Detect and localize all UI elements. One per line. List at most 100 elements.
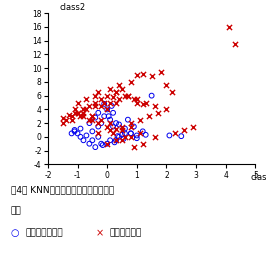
Point: [90, 114, 94, 118]
Point: [114, 90, 118, 94]
Point: [110, 104, 114, 108]
Point: [96, 124, 100, 129]
Point: [99, 142, 103, 146]
Point: [164, 83, 169, 87]
Text: 図4　 KNN法による日本産と中国産の: 図4 KNN法による日本産と中国産の: [11, 186, 114, 195]
Point: [78, 135, 83, 139]
Point: [115, 134, 120, 138]
Point: [129, 135, 133, 139]
Point: [120, 133, 124, 137]
Point: [123, 131, 127, 135]
X-axis label: class1: class1: [251, 173, 266, 182]
Point: [78, 126, 83, 131]
Point: [81, 138, 86, 142]
Point: [227, 25, 231, 29]
Point: [69, 114, 74, 118]
Text: 判別: 判別: [11, 207, 21, 216]
Point: [99, 121, 103, 125]
Point: [84, 133, 89, 138]
Point: [135, 136, 139, 140]
Point: [102, 114, 106, 118]
Point: [101, 143, 105, 147]
Point: [120, 124, 124, 129]
Point: [111, 95, 115, 99]
Point: [123, 126, 127, 131]
Point: [75, 100, 80, 105]
Point: [61, 121, 65, 125]
Text: ．　日本産，: ． 日本産，: [25, 228, 63, 237]
Point: [78, 114, 83, 118]
Point: [106, 114, 111, 118]
Point: [90, 114, 94, 118]
Point: [93, 116, 97, 120]
Point: [135, 133, 139, 138]
Point: [141, 142, 145, 146]
Point: [72, 129, 77, 134]
Point: [120, 138, 124, 142]
Point: [72, 111, 77, 115]
Y-axis label: class2: class2: [60, 3, 86, 12]
Point: [96, 121, 100, 125]
Point: [87, 121, 92, 125]
Point: [123, 94, 127, 98]
Point: [117, 97, 121, 101]
Point: [81, 111, 86, 115]
Point: [108, 100, 112, 105]
Point: [108, 138, 112, 142]
Point: [84, 107, 89, 112]
Point: [147, 114, 151, 118]
Point: [69, 131, 74, 135]
Point: [96, 90, 100, 94]
Point: [132, 124, 136, 129]
Point: [123, 135, 127, 139]
Point: [121, 137, 126, 141]
Point: [96, 111, 100, 115]
Point: [129, 121, 133, 125]
Point: [117, 135, 121, 139]
Point: [96, 135, 100, 139]
Point: [93, 145, 97, 149]
Point: [72, 128, 77, 132]
Point: [173, 131, 177, 135]
Point: [120, 87, 124, 91]
Point: [111, 111, 115, 115]
Point: [99, 104, 103, 108]
Point: [64, 118, 68, 122]
Point: [114, 138, 118, 142]
Point: [170, 90, 174, 94]
Point: [111, 131, 115, 135]
Point: [135, 100, 139, 105]
Point: [69, 118, 74, 122]
Point: [135, 97, 139, 101]
Point: [138, 131, 142, 135]
Point: [182, 128, 186, 132]
Point: [167, 133, 172, 138]
Point: [144, 133, 148, 137]
Point: [87, 118, 92, 122]
Point: [179, 134, 183, 138]
Point: [75, 111, 80, 115]
Point: [96, 131, 100, 135]
Point: [84, 97, 89, 101]
Point: [105, 94, 109, 98]
Point: [114, 138, 118, 142]
Point: [90, 118, 94, 122]
Point: [108, 118, 112, 122]
Point: [129, 124, 133, 129]
Point: [232, 42, 237, 46]
Point: [113, 140, 117, 144]
Point: [61, 116, 65, 120]
Point: [149, 74, 154, 78]
Point: [111, 124, 115, 129]
Point: [152, 104, 157, 108]
Point: [132, 145, 136, 149]
Point: [129, 131, 133, 135]
Point: [105, 142, 109, 146]
Point: [155, 111, 160, 115]
Point: [149, 94, 154, 98]
Point: [152, 135, 157, 139]
Point: [87, 104, 92, 108]
Point: [129, 80, 133, 84]
Point: [90, 138, 94, 142]
Point: [126, 94, 130, 98]
